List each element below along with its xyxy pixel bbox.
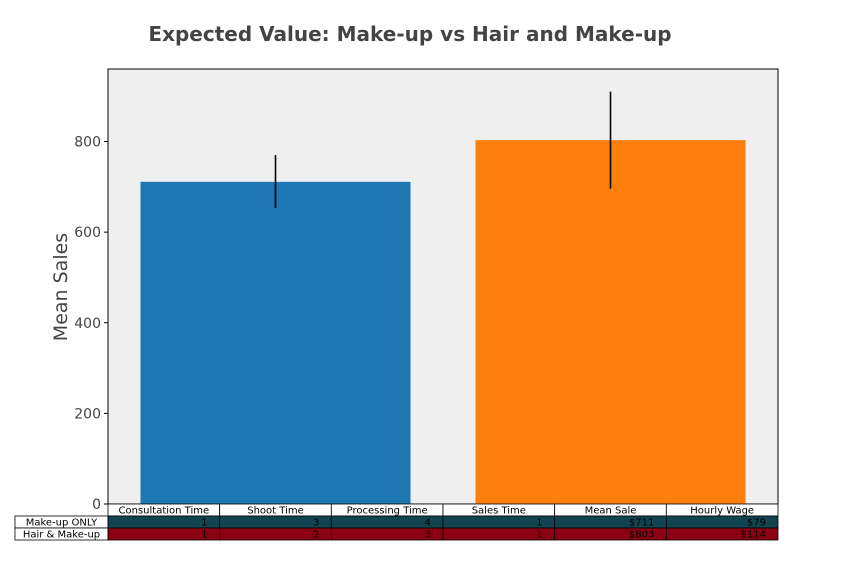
- y-tick-label-4: 800: [74, 135, 101, 151]
- y-tick-label-2: 400: [74, 316, 101, 332]
- bar-1: [475, 140, 746, 504]
- table-value-0-0: 1: [201, 518, 207, 529]
- y-tick-label-3: 600: [74, 225, 101, 241]
- table-value-0-2: 4: [425, 518, 431, 529]
- y-axis-label: Mean Sales: [50, 233, 72, 341]
- table-value-1-4: $803: [629, 530, 654, 541]
- y-tick-label-0: 0: [92, 497, 101, 513]
- table-header-2: Processing Time: [347, 506, 428, 517]
- table-value-1-3: 1: [536, 530, 542, 541]
- table-header-1: Shoot Time: [247, 506, 304, 517]
- table-value-1-2: 3: [425, 530, 431, 541]
- chart-title: Expected Value: Make-up vs Hair and Make…: [148, 22, 671, 46]
- table-row-label-1: Hair & Make-up: [23, 530, 100, 541]
- table-header-0: Consultation Time: [119, 506, 210, 517]
- bar-0: [140, 181, 411, 504]
- bars: [140, 140, 746, 504]
- table-value-0-5: $79: [747, 518, 766, 529]
- table-value-0-4: $711: [629, 518, 654, 529]
- y-axis-ticks: 0 200 400 600 800: [74, 135, 108, 513]
- table-value-1-5: $114: [741, 530, 766, 541]
- table-cell-1-5: [665, 527, 779, 541]
- table-value-1-1: 2: [313, 530, 319, 541]
- table-row-label-0: Make-up ONLY: [26, 518, 98, 529]
- table-value-0-3: 1: [536, 518, 542, 529]
- table-value-1-0: 1: [201, 530, 207, 541]
- table-header-3: Sales Time: [472, 506, 526, 517]
- table-value-0-1: 3: [313, 518, 319, 529]
- y-tick-label-1: 200: [74, 406, 101, 422]
- error-bars: [274, 91, 612, 209]
- table-header-4: Mean Sale: [585, 506, 637, 517]
- data-table: Consultation Time Shoot Time Processing Ti…: [14, 503, 779, 541]
- table-header-5: Hourly Wage: [690, 506, 754, 517]
